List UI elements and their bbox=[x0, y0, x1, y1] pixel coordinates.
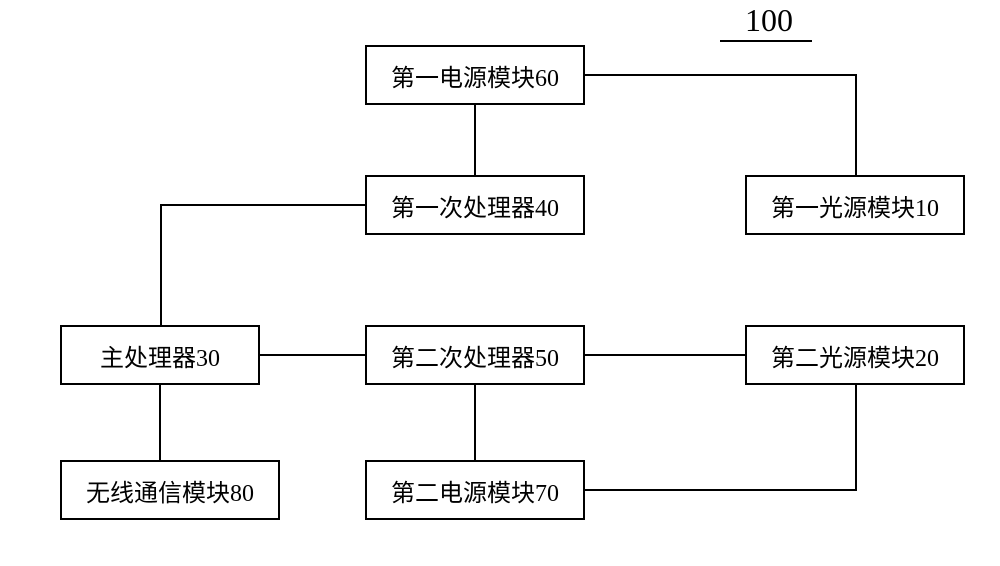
node-subproc1: 第一次处理器40 bbox=[365, 175, 585, 235]
edge bbox=[474, 385, 476, 460]
edge bbox=[160, 204, 162, 325]
reference-underline bbox=[720, 40, 812, 42]
edge bbox=[855, 74, 857, 175]
edge bbox=[159, 385, 161, 460]
node-mainproc: 主处理器30 bbox=[60, 325, 260, 385]
edge bbox=[585, 489, 857, 491]
edge bbox=[855, 385, 857, 490]
node-power2: 第二电源模块70 bbox=[365, 460, 585, 520]
edge bbox=[260, 354, 365, 356]
node-wireless: 无线通信模块80 bbox=[60, 460, 280, 520]
node-label: 主处理器30 bbox=[100, 338, 220, 373]
diagram-canvas: 100 第一电源模块60 第一次处理器40 第一光源模块10 主处理器30 第二… bbox=[0, 0, 1000, 566]
edge bbox=[160, 204, 365, 206]
node-label: 无线通信模块80 bbox=[86, 473, 254, 508]
node-label: 第二光源模块20 bbox=[771, 338, 939, 373]
node-label: 第二次处理器50 bbox=[391, 338, 559, 373]
node-light1: 第一光源模块10 bbox=[745, 175, 965, 235]
reference-number: 100 bbox=[745, 2, 793, 39]
node-power1: 第一电源模块60 bbox=[365, 45, 585, 105]
node-label: 第一光源模块10 bbox=[771, 188, 939, 223]
edge bbox=[585, 354, 745, 356]
node-label: 第一电源模块60 bbox=[391, 58, 559, 93]
edge bbox=[474, 105, 476, 175]
node-label: 第一次处理器40 bbox=[391, 188, 559, 223]
node-subproc2: 第二次处理器50 bbox=[365, 325, 585, 385]
node-label: 第二电源模块70 bbox=[391, 473, 559, 508]
node-light2: 第二光源模块20 bbox=[745, 325, 965, 385]
edge bbox=[585, 74, 857, 76]
